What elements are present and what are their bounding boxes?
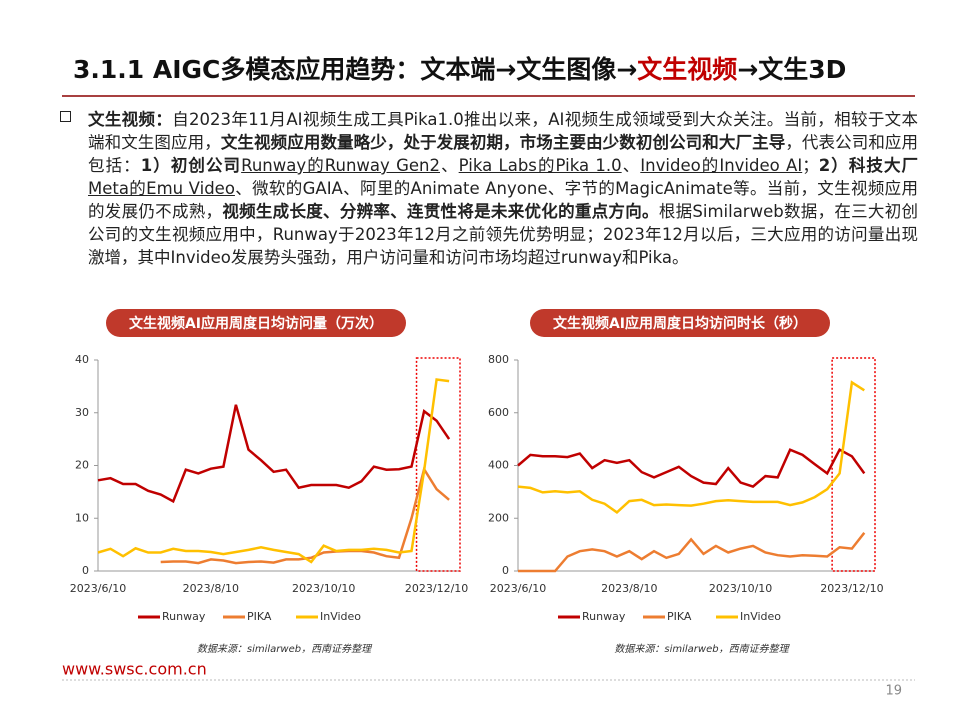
legend-label: InVideo <box>320 610 361 623</box>
bullet <box>60 111 71 122</box>
x-tick-label: 2023/12/10 <box>820 582 883 595</box>
y-tick-label: 600 <box>488 406 509 419</box>
text-run: 1）初创公司 <box>140 156 242 175</box>
y-tick-label: 200 <box>488 511 509 524</box>
text-run: Pika Labs的Pika 1.0 <box>458 156 622 175</box>
x-tick-label: 2023/8/10 <box>183 582 239 595</box>
page-number: 19 <box>885 684 902 699</box>
y-tick-label: 30 <box>75 406 89 419</box>
text-run: 2）科技大厂 <box>818 156 919 175</box>
text-run: 文生视频应用数量略少，处于发展初期，市场主要由少数初创公司和大厂主导 <box>220 133 786 152</box>
x-tick-label: 2023/12/10 <box>405 582 468 595</box>
x-tick-label: 2023/10/10 <box>709 582 772 595</box>
text-run: ； <box>802 156 819 175</box>
y-tick-label: 0 <box>82 564 89 577</box>
legend-label: Runway <box>582 610 626 623</box>
text-run: 、 <box>621 156 641 175</box>
chart-title-box <box>106 309 406 337</box>
text-run: 文生视频： <box>88 110 173 129</box>
highlight-box <box>415 357 461 572</box>
y-tick-label: 0 <box>502 564 509 577</box>
title-part: →文生3D <box>737 55 847 84</box>
chart-title-box <box>530 309 830 337</box>
series-line <box>518 532 866 573</box>
y-tick-label: 800 <box>488 353 509 366</box>
x-tick-label: 2023/6/10 <box>70 582 126 595</box>
y-tick-label: 20 <box>75 459 89 472</box>
series-line <box>97 404 451 504</box>
legend-label: Runway <box>162 610 206 623</box>
title-part: 3.1.1 AIGC多模态应用趋势：文本端→文生图像→ <box>73 55 638 84</box>
text-run: 、微软的GAIA、阿里的Animate Anyone、字节的MagicAnima… <box>88 179 918 221</box>
source-note: 数据来源：similarweb，西南证券整理 <box>614 643 790 655</box>
text-run: 视频生成长度、分辨率、连贯性将是未来优化的重点方向。 <box>222 202 659 221</box>
x-tick-label: 2023/8/10 <box>601 582 657 595</box>
text-run: Invideo的Invideo AI <box>640 156 803 175</box>
highlight-box <box>831 357 876 572</box>
footer-url: www.swsc.com.cn <box>62 660 207 679</box>
chart-title: 文生视频AI应用周度日均访问量（万次） <box>129 315 383 332</box>
series-line <box>517 380 865 515</box>
y-tick-label: 400 <box>488 459 509 472</box>
chart-title: 文生视频AI应用周度日均访问时长（秒） <box>553 315 807 332</box>
title-part: 文生视频 <box>637 55 738 84</box>
text-run: 、 <box>440 156 459 175</box>
text-run: ，代表公司和应用包括： <box>88 133 919 175</box>
legend-label: InVideo <box>740 610 781 623</box>
y-tick-label: 10 <box>75 511 89 524</box>
series-line <box>517 448 866 489</box>
y-tick-label: 40 <box>75 353 89 366</box>
x-tick-label: 2023/10/10 <box>292 582 355 595</box>
series-line <box>97 378 450 564</box>
text-run: 自2023年11月AI视频生成工具Pika1.0推出以来，AI视频生成领域受到大… <box>88 110 918 152</box>
x-tick-label: 2023/6/10 <box>490 582 546 595</box>
source-note: 数据来源：similarweb，西南证券整理 <box>197 643 373 655</box>
legend-label: PIKA <box>667 610 692 623</box>
text-run: Runway的Runway Gen2 <box>241 156 440 175</box>
paragraph: 文生视频：自2023年11月AI视频生成工具Pika1.0推出以来，AI视频生成… <box>88 108 918 269</box>
series-line <box>160 466 450 565</box>
text-run: 根据Similarweb数据，在三大初创公司的文生视频应用中，Runway于20… <box>88 202 919 267</box>
text-run: Meta的Emu Video <box>88 179 235 198</box>
slide-title: 3.1.1 AIGC多模态应用趋势：文本端→文生图像→文生视频→文生3D <box>73 50 846 86</box>
legend-label: PIKA <box>247 610 272 623</box>
